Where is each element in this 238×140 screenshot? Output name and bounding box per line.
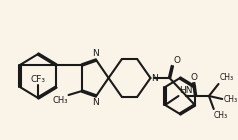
Text: N: N: [92, 49, 99, 58]
Text: O: O: [190, 73, 197, 82]
Text: CH₃: CH₃: [219, 73, 233, 82]
Text: CH₃: CH₃: [214, 111, 228, 120]
Text: O: O: [173, 56, 180, 65]
Text: CH₃: CH₃: [52, 96, 68, 105]
Text: N: N: [151, 74, 158, 82]
Text: CH₃: CH₃: [223, 94, 237, 103]
Text: N: N: [92, 98, 99, 107]
Text: CF₃: CF₃: [31, 75, 46, 84]
Text: HN: HN: [179, 86, 193, 95]
